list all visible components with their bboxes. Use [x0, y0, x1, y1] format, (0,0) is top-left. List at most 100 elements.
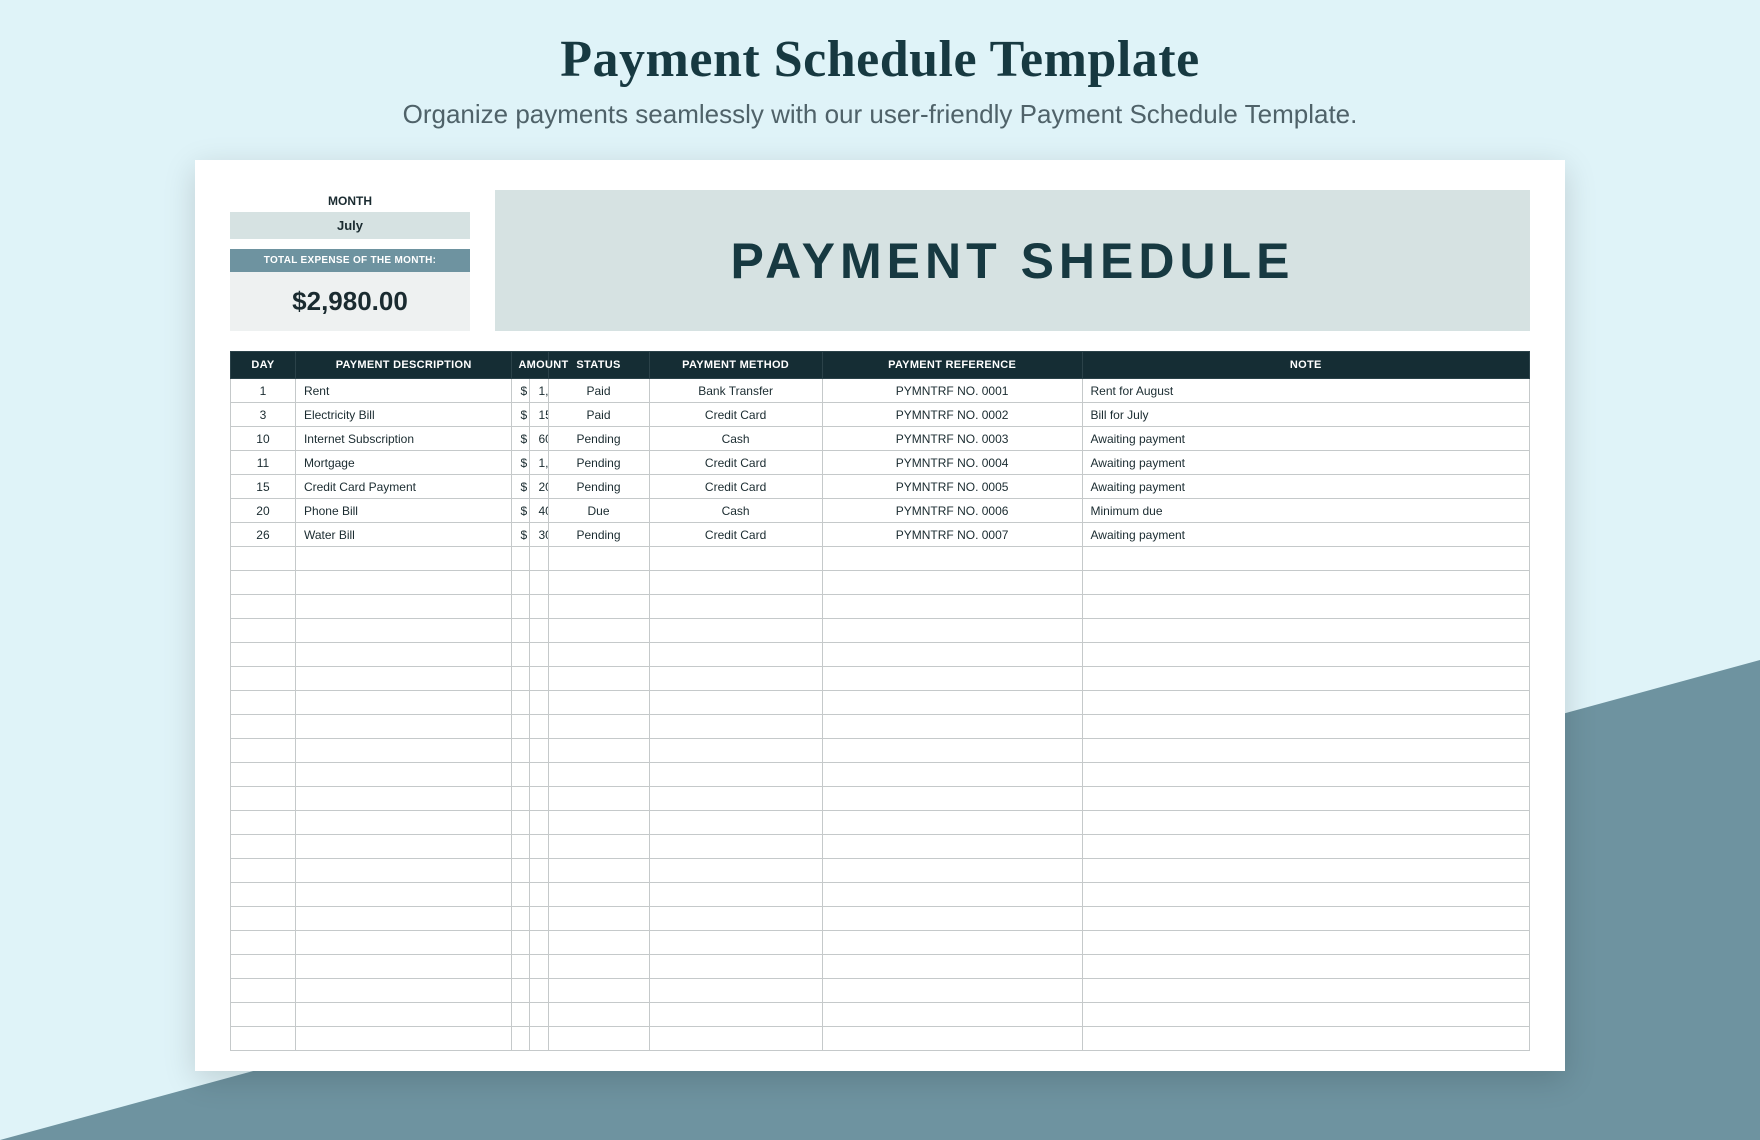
cell-currency: $	[512, 451, 530, 475]
cell-amount: 200.00	[530, 475, 548, 499]
cell-ref: PYMNTRF NO. 0004	[822, 451, 1082, 475]
cell-desc: Water Bill	[295, 523, 512, 547]
cell-method: Cash	[649, 499, 822, 523]
cell-status: Pending	[548, 475, 649, 499]
table-row: 11Mortgage$1,500.00PendingCredit CardPYM…	[231, 451, 1530, 475]
table-row-empty	[231, 859, 1530, 883]
total-expense-value: $2,980.00	[230, 272, 470, 331]
cell-currency: $	[512, 427, 530, 451]
cell-day: 20	[231, 499, 296, 523]
cell-day: 10	[231, 427, 296, 451]
cell-day: 1	[231, 379, 296, 403]
table-row-empty	[231, 1027, 1530, 1051]
cell-amount: 150.00	[530, 403, 548, 427]
summary-box: MONTH July TOTAL EXPENSE OF THE MONTH: $…	[230, 190, 470, 331]
cell-method: Cash	[649, 427, 822, 451]
cell-status: Pending	[548, 523, 649, 547]
month-label: MONTH	[230, 190, 470, 212]
sheet-header: MONTH July TOTAL EXPENSE OF THE MONTH: $…	[230, 190, 1530, 331]
cell-day: 11	[231, 451, 296, 475]
cell-method: Credit Card	[649, 523, 822, 547]
cell-ref: PYMNTRF NO. 0006	[822, 499, 1082, 523]
table-row-empty	[231, 787, 1530, 811]
cell-note: Awaiting payment	[1082, 427, 1530, 451]
cell-method: Credit Card	[649, 403, 822, 427]
title-banner: PAYMENT SHEDULE	[495, 190, 1530, 331]
cell-status: Pending	[548, 451, 649, 475]
cell-status: Pending	[548, 427, 649, 451]
page-subtitle: Organize payments seamlessly with our us…	[0, 99, 1760, 130]
col-amount: AMOUNT	[512, 352, 548, 379]
table-row-empty	[231, 643, 1530, 667]
table-row-empty	[231, 619, 1530, 643]
table-row-empty	[231, 835, 1530, 859]
table-row-empty	[231, 667, 1530, 691]
cell-currency: $	[512, 523, 530, 547]
table-head: DAY PAYMENT DESCRIPTION AMOUNT STATUS PA…	[231, 352, 1530, 379]
cell-status: Paid	[548, 403, 649, 427]
cell-ref: PYMNTRF NO. 0002	[822, 403, 1082, 427]
table-row: 10Internet Subscription$60.00PendingCash…	[231, 427, 1530, 451]
table-row: 3Electricity Bill$150.00PaidCredit CardP…	[231, 403, 1530, 427]
cell-ref: PYMNTRF NO. 0003	[822, 427, 1082, 451]
cell-ref: PYMNTRF NO. 0007	[822, 523, 1082, 547]
table-row-empty	[231, 1003, 1530, 1027]
table-row-empty	[231, 691, 1530, 715]
table-row-empty	[231, 979, 1530, 1003]
cell-note: Awaiting payment	[1082, 523, 1530, 547]
cell-amount: 1,000.00	[530, 379, 548, 403]
table-row-empty	[231, 547, 1530, 571]
col-note: NOTE	[1082, 352, 1530, 379]
cell-note: Minimum due	[1082, 499, 1530, 523]
cell-status: Paid	[548, 379, 649, 403]
cell-ref: PYMNTRF NO. 0001	[822, 379, 1082, 403]
table-row-empty	[231, 955, 1530, 979]
cell-day: 3	[231, 403, 296, 427]
cell-desc: Electricity Bill	[295, 403, 512, 427]
table-row-empty	[231, 931, 1530, 955]
cell-day: 26	[231, 523, 296, 547]
cell-desc: Rent	[295, 379, 512, 403]
cell-method: Bank Transfer	[649, 379, 822, 403]
cell-status: Due	[548, 499, 649, 523]
cell-currency: $	[512, 499, 530, 523]
page-title: Payment Schedule Template	[0, 0, 1760, 89]
cell-desc: Internet Subscription	[295, 427, 512, 451]
table-row-empty	[231, 571, 1530, 595]
table-body: 1Rent$1,000.00PaidBank TransferPYMNTRF N…	[231, 379, 1530, 1051]
table-row-empty	[231, 811, 1530, 835]
col-ref: PAYMENT REFERENCE	[822, 352, 1082, 379]
table-row: 20Phone Bill$40.00DueCashPYMNTRF NO. 000…	[231, 499, 1530, 523]
total-expense-label: TOTAL EXPENSE OF THE MONTH:	[230, 249, 470, 272]
month-value: July	[230, 212, 470, 239]
table-row: 1Rent$1,000.00PaidBank TransferPYMNTRF N…	[231, 379, 1530, 403]
cell-ref: PYMNTRF NO. 0005	[822, 475, 1082, 499]
cell-note: Awaiting payment	[1082, 475, 1530, 499]
col-desc: PAYMENT DESCRIPTION	[295, 352, 512, 379]
cell-desc: Mortgage	[295, 451, 512, 475]
table-row-empty	[231, 763, 1530, 787]
table-row-empty	[231, 715, 1530, 739]
cell-currency: $	[512, 475, 530, 499]
payment-table: DAY PAYMENT DESCRIPTION AMOUNT STATUS PA…	[230, 351, 1530, 1051]
col-method: PAYMENT METHOD	[649, 352, 822, 379]
cell-amount: 60.00	[530, 427, 548, 451]
cell-amount: 1,500.00	[530, 451, 548, 475]
cell-note: Bill for July	[1082, 403, 1530, 427]
col-day: DAY	[231, 352, 296, 379]
table-row-empty	[231, 739, 1530, 763]
cell-method: Credit Card	[649, 451, 822, 475]
cell-desc: Phone Bill	[295, 499, 512, 523]
cell-currency: $	[512, 403, 530, 427]
cell-method: Credit Card	[649, 475, 822, 499]
cell-amount: 40.00	[530, 499, 548, 523]
cell-note: Awaiting payment	[1082, 451, 1530, 475]
cell-day: 15	[231, 475, 296, 499]
cell-note: Rent for August	[1082, 379, 1530, 403]
cell-desc: Credit Card Payment	[295, 475, 512, 499]
cell-amount: 30.00	[530, 523, 548, 547]
table-row: 26Water Bill$30.00PendingCredit CardPYMN…	[231, 523, 1530, 547]
table-row-empty	[231, 595, 1530, 619]
cell-currency: $	[512, 379, 530, 403]
table-row-empty	[231, 883, 1530, 907]
